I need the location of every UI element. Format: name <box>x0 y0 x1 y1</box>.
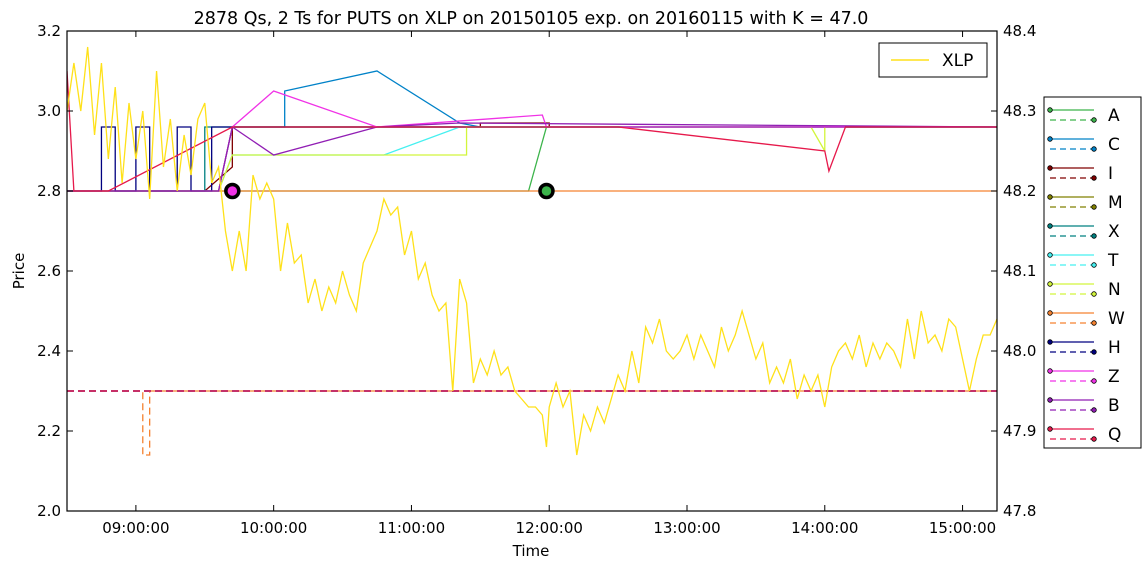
legend-c-bid-marker <box>1047 136 1053 142</box>
legend-h-ask-marker <box>1091 349 1097 355</box>
legend-b-label: B <box>1108 396 1120 416</box>
series-layer <box>67 70 997 456</box>
legend-w-ask-marker <box>1091 320 1097 326</box>
y-tick-label: 2.2 <box>37 422 61 440</box>
legend-c-ask-marker <box>1091 146 1097 152</box>
y-tick-label: 2.8 <box>37 182 61 200</box>
y-axis-label: Price <box>10 253 28 290</box>
legend-c-label: C <box>1108 135 1120 155</box>
legend-q-label: Q <box>1108 425 1121 445</box>
x-tick-label: 15:00:00 <box>929 519 996 537</box>
legend-x-ask-marker <box>1091 233 1097 239</box>
x-tick-label: 14:00:00 <box>791 519 858 537</box>
legend-a-ask-marker <box>1091 117 1097 123</box>
y-tick-label: 2.0 <box>37 502 61 520</box>
legend-m-ask-marker <box>1091 204 1097 210</box>
legend-b-ask-marker <box>1091 407 1097 413</box>
y2-tick-label: 48.0 <box>1003 342 1036 360</box>
legend-q-bid-marker <box>1047 426 1053 432</box>
legend-i-label: I <box>1108 164 1113 184</box>
y-tick-label: 3.2 <box>37 22 61 40</box>
chart-title: 2878 Qs, 2 Ts for PUTS on XLP on 2015010… <box>194 9 869 29</box>
series-w-ask-line <box>67 390 997 456</box>
xlp-price-line <box>67 46 997 456</box>
x-tick-label: 13:00:00 <box>653 519 720 537</box>
y-tick-label: 2.4 <box>37 342 61 360</box>
y2-tick-label: 48.1 <box>1003 262 1036 280</box>
trade-layer <box>224 182 555 200</box>
legend-b-bid-marker <box>1047 397 1053 403</box>
y2-tick-label: 48.2 <box>1003 182 1036 200</box>
x-tick-label: 11:00:00 <box>378 519 445 537</box>
series-b-bid-line <box>67 122 997 192</box>
legend-z-label: Z <box>1108 367 1120 387</box>
y-tick-label: 3.0 <box>37 102 61 120</box>
outer-legend-frame <box>1043 96 1142 449</box>
legend-n-label: N <box>1108 280 1121 300</box>
legend-m-label: M <box>1108 193 1123 213</box>
x-axis-label: Time <box>512 542 550 560</box>
y2-tick-label: 48.3 <box>1003 102 1036 120</box>
legend-t-bid-marker <box>1047 252 1053 258</box>
legend-a-label: A <box>1108 106 1120 126</box>
x-tick-label: 12:00:00 <box>516 519 583 537</box>
trade-marker-2 <box>538 182 555 200</box>
legend-h-label: H <box>1108 338 1121 358</box>
inner-legend: XLP <box>878 42 988 78</box>
xlp-layer <box>67 46 997 456</box>
legend-i-ask-marker <box>1091 175 1097 181</box>
legend-t-ask-marker <box>1091 262 1097 268</box>
legend-h-bid-marker <box>1047 339 1053 345</box>
series-q-bid-line <box>67 70 997 192</box>
legend-a-bid-marker <box>1047 107 1053 113</box>
legend-z-ask-marker <box>1091 378 1097 384</box>
legend-w-bid-marker <box>1047 310 1053 316</box>
y2-tick-label: 47.8 <box>1003 502 1036 520</box>
legend-m-bid-marker <box>1047 194 1053 200</box>
y2-tick-label: 47.9 <box>1003 422 1036 440</box>
y-tick-label: 2.6 <box>37 262 61 280</box>
legend-z-bid-marker <box>1047 368 1053 374</box>
legend-w-label: W <box>1108 309 1125 329</box>
inner-legend-label-xlp: XLP <box>942 51 973 71</box>
legend-x-bid-marker <box>1047 223 1053 229</box>
legend-x-label: X <box>1108 222 1120 242</box>
x-tick-label: 09:00:00 <box>102 519 169 537</box>
tick-layer: 09:00:00 10:00:00 11:00:00 12:00:00 13:00:00… <box>37 22 1036 537</box>
legend-i-bid-marker <box>1047 165 1053 171</box>
legend-n-ask-marker <box>1091 291 1097 297</box>
legend-t-label: T <box>1107 251 1119 271</box>
y2-tick-label: 48.4 <box>1003 22 1036 40</box>
legend-n-bid-marker <box>1047 281 1053 287</box>
legend-q-ask-marker <box>1091 436 1097 442</box>
x-tick-label: 10:00:00 <box>240 519 307 537</box>
trade-marker-1 <box>224 182 241 200</box>
